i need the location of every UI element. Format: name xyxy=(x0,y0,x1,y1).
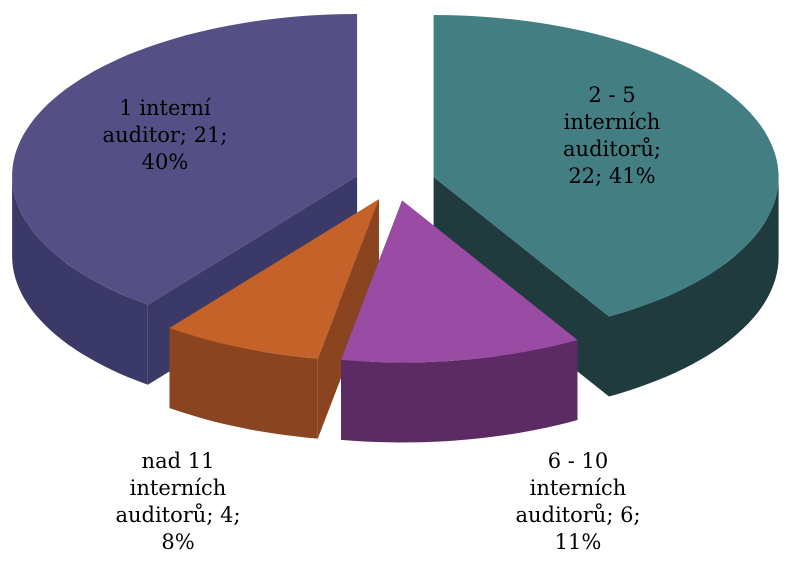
label-part: ; xyxy=(595,164,609,188)
slice xyxy=(341,200,578,363)
label-part: nad 11 interních auditorů xyxy=(115,449,227,527)
slice xyxy=(12,14,358,305)
label-part: ; xyxy=(233,503,241,527)
label-part: 21 xyxy=(193,123,221,147)
label-part: 2 - 5 interních auditorů xyxy=(563,83,661,161)
data-label: 2 - 5 interních auditorů; 22; 41% xyxy=(547,82,677,190)
label-part: 8% xyxy=(161,530,195,554)
slice-side xyxy=(169,328,318,439)
label-part: ; xyxy=(220,123,228,147)
label-part: 41% xyxy=(608,164,656,188)
slice-side xyxy=(12,176,148,385)
label-part: ; xyxy=(653,137,661,161)
label-part: ; xyxy=(606,503,621,527)
label-part: 22 xyxy=(568,164,596,188)
label-part: ; xyxy=(633,503,641,527)
slice-side xyxy=(609,177,779,397)
label-part: 4 xyxy=(220,503,234,527)
label-part: 6 - 10 interních auditorů xyxy=(515,449,627,527)
label-part: 40% xyxy=(141,150,189,174)
data-label: 6 - 10 interních auditorů; 6; 11% xyxy=(498,448,658,556)
label-part: 6 xyxy=(620,503,634,527)
slice xyxy=(169,199,379,359)
slice-side xyxy=(341,340,578,443)
slice xyxy=(433,15,779,317)
label-part: ; xyxy=(206,503,221,527)
label-part: 11% xyxy=(554,530,602,554)
label-part: 1 interní auditor xyxy=(102,96,211,147)
data-label: 1 interní auditor; 21; 40% xyxy=(80,95,250,176)
label-part: ; xyxy=(179,123,194,147)
data-label: nad 11 interních auditorů; 4; 8% xyxy=(98,448,258,556)
